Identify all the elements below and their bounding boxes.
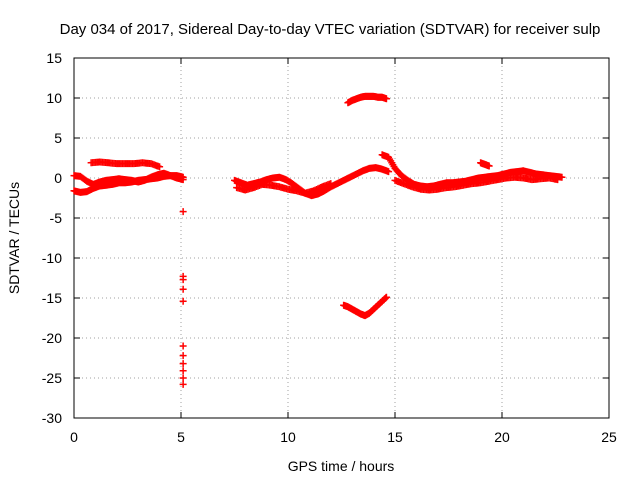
x-tick-label: 10 — [280, 429, 296, 445]
data-point — [179, 208, 187, 216]
data-point — [179, 285, 187, 293]
data-point — [179, 276, 187, 284]
data-point — [554, 176, 562, 184]
y-tick-label: -20 — [42, 330, 62, 346]
data-point — [179, 380, 187, 388]
x-tick-label: 20 — [494, 429, 510, 445]
data-point — [179, 297, 187, 305]
data-point — [179, 352, 187, 360]
y-tick-label: -30 — [42, 410, 62, 426]
data-point — [179, 367, 187, 375]
y-tick-label: -25 — [42, 370, 62, 386]
series-band-early-3 — [87, 158, 164, 171]
chart-title: Day 034 of 2017, Sidereal Day-to-day VTE… — [60, 21, 601, 38]
data-point — [156, 163, 164, 171]
data-point — [179, 176, 187, 184]
y-tick-label: -5 — [50, 210, 63, 226]
y-tick-label: -15 — [42, 290, 62, 306]
y-tick-label: 15 — [46, 50, 62, 66]
data-point — [179, 360, 187, 368]
plot-frame — [73, 57, 610, 419]
y-tick-label: 10 — [46, 90, 62, 106]
data-point — [558, 173, 566, 181]
x-tick-label: 25 — [601, 429, 617, 445]
series-drop-near-5h — [179, 208, 187, 388]
x-tick-label: 0 — [70, 429, 78, 445]
y-tick-label: -10 — [42, 250, 62, 266]
data-point — [327, 180, 335, 188]
y-tick-label: 0 — [54, 170, 62, 186]
series-blip-19h — [477, 159, 493, 170]
data-point — [179, 374, 187, 382]
data-point — [385, 168, 393, 176]
data-points — [70, 92, 566, 388]
series-band-late-2 — [391, 173, 562, 194]
series-arc-high — [344, 92, 390, 107]
x-tick-label: 15 — [387, 429, 403, 445]
x-tick-label: 5 — [177, 429, 185, 445]
y-axis-label: SDTVAR / TECUs — [6, 182, 22, 294]
x-axis-label: GPS time / hours — [288, 458, 395, 474]
grid-lines — [74, 58, 609, 418]
series-band-mid-2 — [233, 180, 335, 197]
data-point — [382, 293, 390, 301]
data-point — [382, 95, 390, 103]
axis-ticks: 0 5 10 15 20 25 -30 -25 -20 -15 -10 -5 0 5 10 15 — [42, 50, 617, 445]
y-tick-label: 5 — [54, 130, 62, 146]
data-point — [485, 162, 493, 170]
series-band-early-2 — [70, 169, 187, 188]
series-arc-low — [340, 293, 390, 320]
data-point — [179, 342, 187, 350]
